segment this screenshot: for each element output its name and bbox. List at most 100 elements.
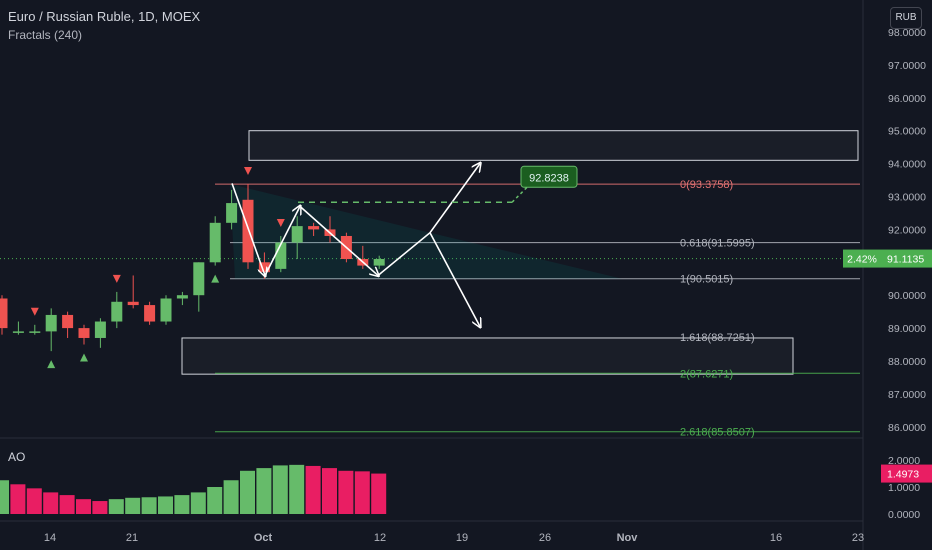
ao-bar bbox=[305, 465, 321, 514]
price-axis: 98.0000 97.0000 96.0000 95.0000 94.0000 93.00… bbox=[843, 27, 932, 521]
ao-bar bbox=[289, 464, 305, 514]
ao-bar bbox=[108, 499, 124, 514]
candle-body bbox=[209, 222, 221, 263]
fib-label: 2(87.6271) bbox=[680, 368, 733, 380]
ao-tick: 1.0000 bbox=[888, 482, 920, 494]
ao-bar bbox=[26, 488, 42, 514]
candle-body bbox=[308, 226, 320, 230]
time-axis: 14 21 Oct 12 19 26 Nov 16 23 bbox=[44, 532, 864, 544]
target-callout: 92.8238 bbox=[298, 165, 578, 204]
fractal-down-marker bbox=[30, 307, 39, 316]
ao-label: AO bbox=[8, 450, 26, 464]
fib-label: 1.618(88.7251) bbox=[680, 332, 755, 344]
candle-body bbox=[111, 301, 123, 322]
ao-tick: 2.0000 bbox=[888, 455, 920, 467]
grid bbox=[0, 0, 864, 550]
ao-bar bbox=[354, 471, 370, 514]
price-tick: 92.0000 bbox=[888, 224, 926, 236]
ao-bar bbox=[158, 496, 173, 514]
currency-button[interactable]: RUB bbox=[890, 7, 922, 29]
projection-arrows bbox=[231, 164, 480, 327]
candle-body bbox=[45, 314, 57, 332]
ao-value-label: 1.4973 bbox=[887, 469, 919, 481]
candle-body bbox=[242, 199, 254, 263]
chart-title: Euro / Russian Ruble, 1D, MOEX bbox=[8, 9, 201, 24]
target-box bbox=[520, 165, 578, 188]
ao-bar bbox=[174, 495, 190, 514]
ao-bar bbox=[141, 497, 157, 514]
price-tick: 93.0000 bbox=[888, 192, 926, 204]
time-tick: 14 bbox=[44, 532, 56, 544]
price-tick: 88.0000 bbox=[888, 356, 926, 368]
price-tick: 94.0000 bbox=[888, 159, 926, 171]
candle-body bbox=[160, 298, 172, 322]
change-tag: 2.42% bbox=[847, 254, 877, 266]
price-tick: 95.0000 bbox=[888, 126, 926, 138]
candle-body bbox=[275, 242, 287, 269]
arrow-down-projection bbox=[429, 232, 480, 327]
time-tick: 26 bbox=[539, 532, 551, 544]
fib-label: 2.618(85.8507) bbox=[680, 427, 755, 439]
change-tag-bg bbox=[843, 249, 881, 268]
time-tick: 12 bbox=[374, 532, 386, 544]
fibonacci-levels: 0(93.3758) 0.618(91.5995) 1(90.5015) 1.618(… bbox=[0, 179, 863, 439]
ao-bar bbox=[125, 497, 141, 514]
ao-histogram bbox=[0, 464, 387, 514]
triangle-pattern bbox=[230, 183, 622, 279]
ao-bar bbox=[371, 473, 387, 514]
time-tick: 19 bbox=[456, 532, 468, 544]
target-connector bbox=[511, 185, 529, 203]
fractal-down-marker bbox=[276, 218, 285, 227]
fractal-down-marker bbox=[112, 274, 121, 283]
ao-bar bbox=[59, 495, 75, 514]
candle-body bbox=[226, 203, 238, 223]
candle-body bbox=[12, 331, 24, 333]
ao-bar bbox=[43, 492, 59, 514]
target-zone bbox=[181, 337, 794, 375]
ao-bar bbox=[10, 484, 26, 514]
fractal-up-marker bbox=[80, 353, 88, 362]
ao-bar bbox=[272, 465, 288, 514]
indicator-label: Fractals (240) bbox=[8, 28, 83, 42]
price-tick: 90.0000 bbox=[888, 290, 926, 302]
fractal-up-marker bbox=[47, 360, 56, 369]
candle-body bbox=[176, 295, 188, 299]
candle-body bbox=[144, 305, 156, 322]
candle-body bbox=[193, 262, 205, 296]
price-tick: 87.0000 bbox=[888, 389, 926, 401]
ao-bar bbox=[338, 470, 354, 514]
ao-bar bbox=[240, 470, 255, 514]
target-zone bbox=[248, 130, 859, 161]
fib-label: 0(93.3758) bbox=[680, 179, 733, 191]
time-tick: 23 bbox=[852, 532, 864, 544]
ao-value-bg bbox=[881, 464, 932, 483]
candle-body bbox=[78, 328, 90, 338]
time-tick: 16 bbox=[770, 532, 782, 544]
ao-bar bbox=[76, 499, 91, 514]
fractal-up-marker bbox=[211, 274, 220, 283]
fractals bbox=[30, 166, 285, 369]
candle-body bbox=[373, 259, 385, 266]
ao-bar bbox=[322, 468, 337, 514]
candle-body bbox=[127, 301, 139, 306]
ao-bar bbox=[223, 480, 239, 514]
candle-body bbox=[29, 331, 41, 333]
price-tick: 89.0000 bbox=[888, 323, 926, 335]
fractal-down-marker bbox=[244, 166, 252, 175]
price-tick: 97.0000 bbox=[888, 60, 926, 72]
candle-body bbox=[62, 314, 74, 329]
price-tick: 86.0000 bbox=[888, 422, 926, 434]
last-price-label: 91.1135 bbox=[887, 254, 924, 266]
fib-label: 0.618(91.5995) bbox=[680, 238, 755, 250]
price-tick: 98.0000 bbox=[888, 27, 926, 39]
ao-bar bbox=[256, 468, 272, 514]
arrow-leg3 bbox=[299, 205, 378, 275]
ao-bar bbox=[92, 501, 108, 514]
ao-tick: 0.0000 bbox=[888, 509, 920, 521]
last-price-bg bbox=[881, 249, 932, 268]
candle-body bbox=[291, 226, 303, 243]
arrow-leg1 bbox=[231, 183, 265, 275]
price-tick: 96.0000 bbox=[888, 93, 926, 105]
time-tick: Nov bbox=[617, 532, 639, 544]
